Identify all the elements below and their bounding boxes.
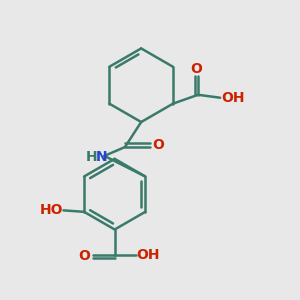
Text: H: H: [86, 150, 98, 164]
Text: HO: HO: [39, 203, 63, 218]
Text: OH: OH: [136, 248, 159, 262]
Text: O: O: [152, 138, 164, 152]
Text: O: O: [78, 249, 90, 263]
Text: N: N: [96, 150, 107, 164]
Text: O: O: [191, 62, 203, 76]
Text: OH: OH: [222, 91, 245, 105]
